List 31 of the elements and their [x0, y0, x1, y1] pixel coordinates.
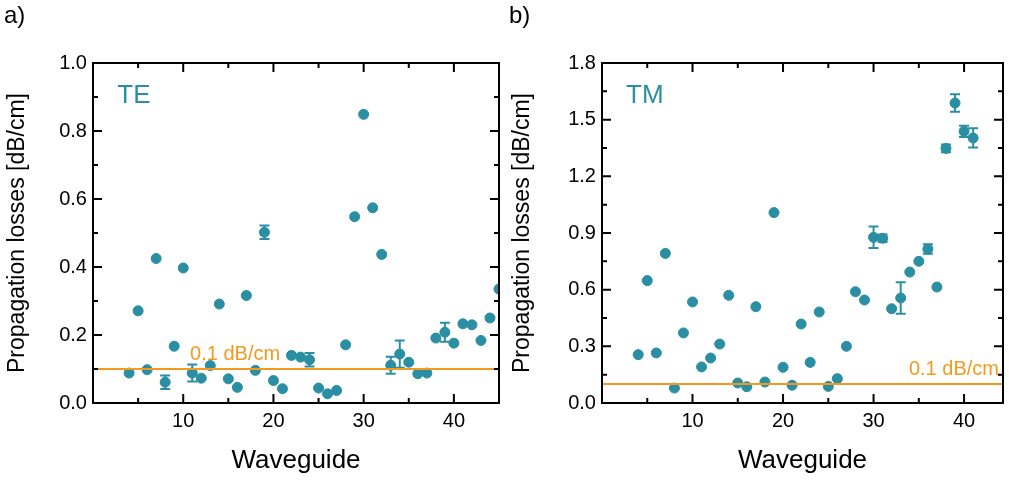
x-tick-label: 30 [352, 408, 375, 431]
y-tick-label: 0.0 [568, 390, 596, 413]
y-tick-label: 0.6 [568, 277, 596, 300]
chart-title: b) [509, 0, 531, 28]
x-tick-label: 30 [862, 408, 885, 431]
x-tick-label: 40 [952, 408, 976, 431]
y-tick-label: 1.0 [59, 50, 87, 73]
y-tick-label: 0.9 [568, 220, 596, 243]
y-tick-label: 1.5 [568, 107, 596, 130]
y-axis-title: Propagation losses [dB/cm] [508, 93, 535, 373]
y-tick-label: 1.8 [568, 50, 596, 73]
ref-line-label: 0.1 dB/cm [190, 341, 281, 364]
x-tick-label: 20 [771, 408, 795, 431]
chart-title: a) [4, 0, 26, 28]
x-tick-label: 40 [442, 408, 466, 431]
y-axis-title: Propagation losses [dB/cm] [3, 93, 30, 373]
y-tick-label: 0.4 [59, 254, 87, 277]
y-tick-label: 0.0 [59, 390, 87, 413]
y-tick-label: 0.6 [59, 186, 87, 209]
y-tick-label: 0.2 [59, 322, 87, 345]
x-axis-title: Waveguide [737, 443, 868, 474]
annotation: TE [117, 79, 151, 110]
annotation: TM [626, 79, 664, 110]
ref-line-label: 0.1 dB/cm [908, 356, 999, 379]
x-axis-title: Waveguide [231, 443, 361, 474]
y-tick-label: 1.2 [568, 163, 596, 186]
x-tick-label: 10 [681, 408, 704, 431]
y-tick-label: 0.3 [568, 333, 596, 356]
y-tick-label: 0.8 [59, 118, 87, 141]
x-tick-label: 10 [172, 408, 195, 431]
x-tick-label: 20 [262, 408, 285, 431]
